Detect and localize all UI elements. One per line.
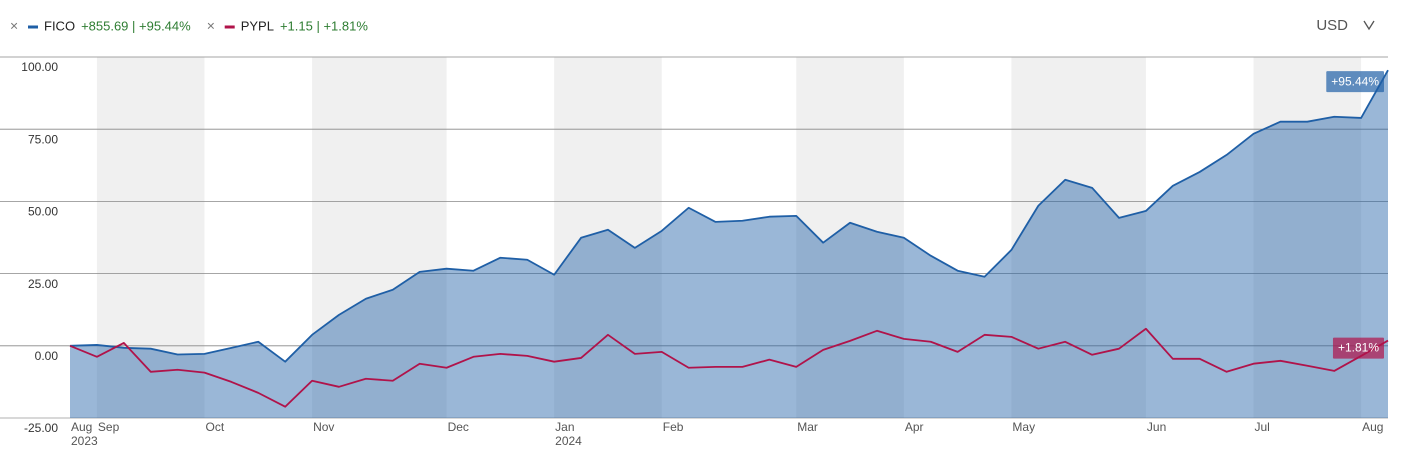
legend-name: FICO	[44, 18, 75, 33]
month-band	[312, 57, 447, 418]
end-label-box	[1326, 71, 1384, 93]
currency[interactable]: USD	[1316, 17, 1348, 34]
month-band	[96, 57, 205, 418]
line	[69, 327, 1389, 408]
x-tick-label: May	[1012, 420, 1036, 434]
x-tick-label: Jun	[1146, 420, 1167, 434]
y-tick-label: 0.00	[35, 349, 59, 363]
legend-name: PYPL	[241, 18, 274, 33]
currency-chevron[interactable]	[1363, 20, 1375, 31]
end-label-text: +1.81%	[1338, 341, 1379, 355]
end-label-box	[1332, 337, 1384, 359]
y-tick-label: 100.00	[21, 60, 58, 74]
legend-summary: +1.15 | +1.81%	[280, 18, 368, 33]
legend-remove: ×	[10, 18, 18, 34]
month-band	[796, 57, 904, 418]
legend-summary: +855.69 | +95.44%	[81, 18, 191, 33]
x-tick-label: Mar	[797, 420, 818, 434]
month-bands	[96, 57, 1362, 418]
month-band	[1011, 57, 1146, 418]
legend-remove: ×	[207, 18, 215, 34]
end-label: +1.81%	[1332, 337, 1384, 359]
end-label-text: +95.44%	[1331, 74, 1379, 88]
y-tick-label: 75.00	[28, 132, 58, 146]
end-label: +95.44%	[1326, 71, 1384, 93]
x-tick-label: Sep	[97, 420, 120, 434]
x-tick-label: Apr	[904, 420, 924, 434]
y-tick-label: 25.00	[28, 277, 58, 291]
x-tick-label: Feb	[662, 420, 684, 434]
x-tick-label: Jan 2024	[555, 420, 582, 448]
x-tick-label: Oct	[205, 420, 225, 434]
x-tick-label: Nov	[313, 420, 335, 434]
y-tick-label: -25.00	[24, 421, 58, 435]
x-tick-label: Jul	[1254, 420, 1270, 434]
month-band	[554, 57, 662, 418]
y-tick-label: 50.00	[28, 205, 58, 219]
line	[69, 69, 1389, 363]
x-tick-label: Dec	[447, 420, 469, 434]
x-tick-label: Aug	[1362, 420, 1384, 434]
area	[70, 70, 1388, 418]
x-tick-label: Aug 2023	[71, 420, 98, 448]
